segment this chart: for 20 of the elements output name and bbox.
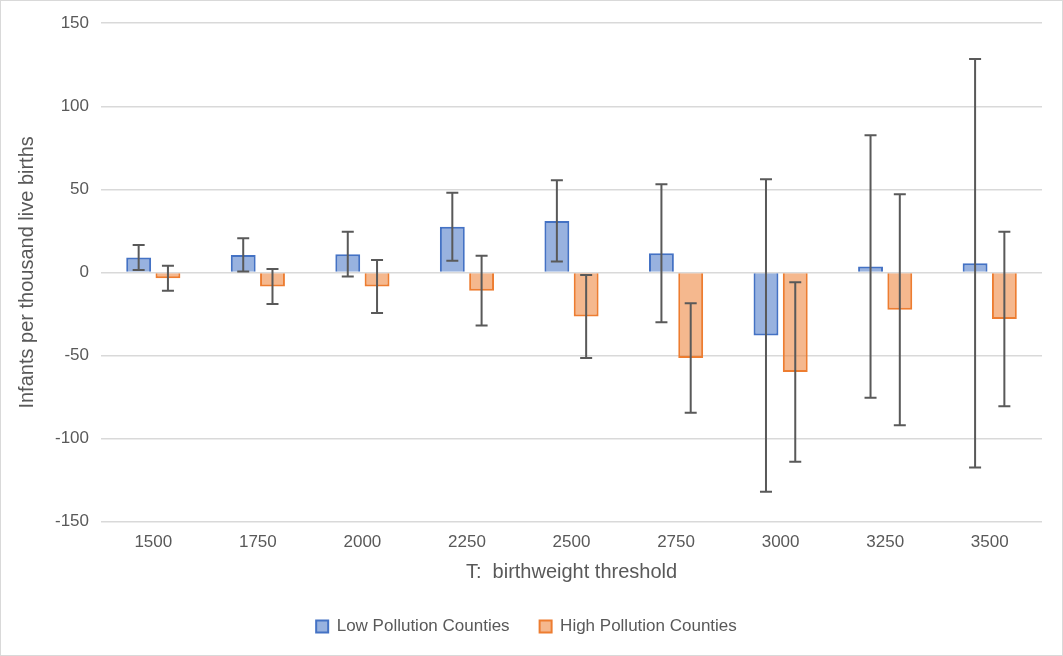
y-tick-label: 0 — [79, 262, 90, 282]
y-tick-label: 50 — [70, 179, 90, 199]
y-tick-label: 150 — [60, 12, 90, 32]
x-tick-label: 3250 — [866, 532, 905, 552]
y-tick-label: -150 — [54, 511, 90, 531]
y-tick-label: -50 — [64, 345, 90, 365]
y-tick-label: 100 — [60, 95, 90, 115]
x-tick-label: 2250 — [448, 532, 486, 552]
x-tick-label: 3500 — [970, 532, 1009, 552]
x-tick-label: 2500 — [552, 532, 591, 552]
x-axis-title: T: birthweight threshold — [465, 559, 678, 582]
legend-label: High Pollution Counties — [560, 616, 737, 636]
x-tick-label: 2750 — [657, 532, 695, 552]
x-tick-label: 1500 — [134, 532, 173, 552]
x-tick-label: 3000 — [761, 532, 800, 552]
x-tick-label: 2000 — [343, 532, 382, 552]
legend-label: Low Pollution Counties — [336, 616, 510, 636]
y-tick-label: -100 — [54, 428, 90, 448]
x-tick-label: 1750 — [238, 532, 277, 552]
y-axis-title: Infants per thousand live births — [14, 136, 37, 409]
